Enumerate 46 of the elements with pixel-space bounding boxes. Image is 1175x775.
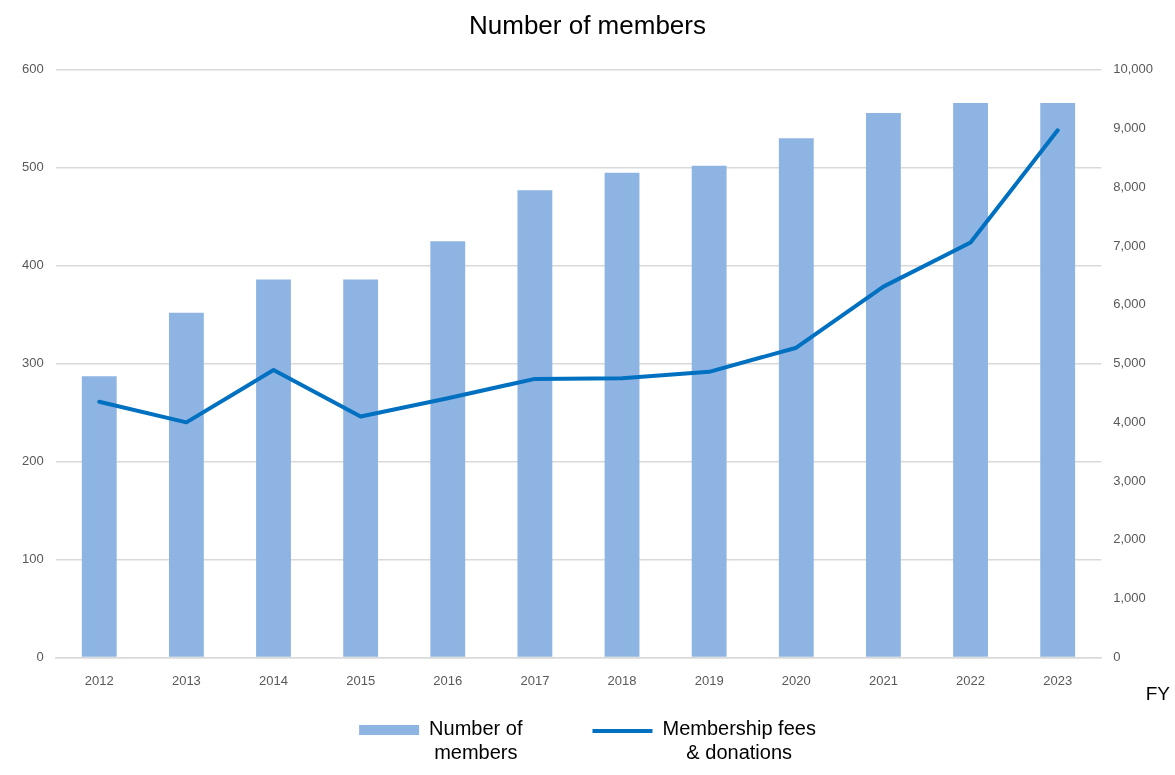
x-tick-label: 2015 [346, 672, 376, 688]
bar [778, 138, 814, 657]
y-tick-label: 400 [21, 257, 44, 273]
x-tick-label: 2014 [259, 672, 288, 688]
bar [953, 103, 988, 657]
x-tick-label: 2020 [781, 672, 811, 688]
y2-tick-label: 7,000 [1113, 237, 1146, 253]
bar [430, 241, 466, 657]
y2-tick-label: 8,000 [1113, 178, 1146, 194]
bar [691, 165, 727, 657]
y2-tick-label: 4,000 [1113, 413, 1146, 429]
bar [865, 112, 901, 657]
y-tick-label: 600 [21, 61, 44, 77]
y2-tick-label: 6,000 [1113, 296, 1146, 312]
chart-title: Number of members [468, 10, 707, 41]
x-tick-label: 2017 [520, 672, 550, 688]
x-tick-label: 2022 [956, 672, 986, 688]
bar [517, 190, 553, 657]
y-tick-label: 0 [36, 648, 44, 664]
x-tick-label: 2023 [1043, 672, 1073, 688]
y2-tick-label: 1,000 [1113, 590, 1146, 606]
y2-tick-label: 2,000 [1113, 531, 1146, 547]
bar [256, 279, 291, 657]
bar [168, 312, 204, 657]
bar [1040, 103, 1076, 657]
legend-label: Number of members [429, 716, 523, 763]
x-tick-label: 2019 [694, 672, 724, 688]
legend-label: Membership fees & donations [662, 716, 816, 763]
x-tick-label: 2018 [607, 672, 637, 688]
x-tick-label: 2016 [433, 672, 463, 688]
x-axis-title: FY [1145, 683, 1171, 705]
bar [81, 376, 117, 657]
y-tick-label: 200 [21, 453, 44, 469]
bar [604, 172, 640, 657]
x-tick-label: 2012 [84, 672, 114, 688]
y-tick-label: 100 [21, 551, 44, 567]
bar [343, 279, 379, 657]
x-tick-label: 2013 [171, 672, 201, 688]
x-tick-label: 2021 [868, 672, 898, 688]
y2-tick-label: 3,000 [1113, 472, 1146, 488]
y2-tick-label: 5,000 [1113, 355, 1146, 371]
y2-tick-label: 10,000 [1113, 61, 1153, 77]
y2-tick-label: 9,000 [1113, 120, 1146, 136]
y-tick-label: 500 [21, 159, 44, 175]
y2-tick-label: 0 [1113, 648, 1121, 664]
y-tick-label: 300 [21, 355, 44, 371]
